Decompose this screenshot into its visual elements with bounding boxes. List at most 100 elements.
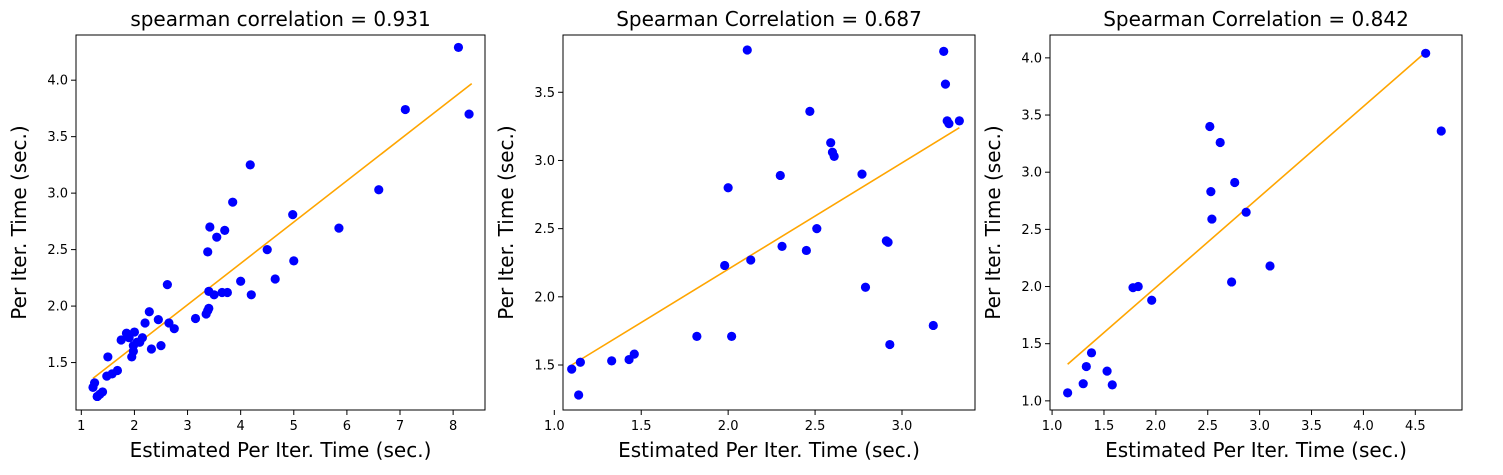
data-point: [567, 364, 577, 374]
data-point: [1133, 281, 1143, 292]
y-tick-label: 3.0: [1021, 166, 1042, 181]
data-point: [203, 247, 213, 257]
data-point: [1102, 366, 1112, 376]
data-point: [222, 287, 232, 298]
data-point: [190, 313, 201, 324]
data-point: [228, 197, 238, 207]
y-tick-label: 1.5: [47, 356, 68, 371]
data-point: [1215, 137, 1225, 148]
x-axis-label: Estimated Per Iter. Time (sec.): [130, 438, 432, 462]
data-point: [944, 119, 954, 129]
data-point: [954, 116, 964, 126]
data-point: [103, 352, 113, 362]
data-point: [128, 346, 138, 356]
y-tick-label: 2.5: [47, 243, 68, 258]
y-tick-label: 2.0: [47, 300, 68, 315]
plot-frame-3: [1049, 34, 1463, 411]
data-point: [1206, 187, 1216, 197]
data-point: [137, 333, 147, 343]
y-tick-label: 3.0: [47, 187, 68, 202]
data-point: [92, 391, 102, 402]
x-tick-label: 1.0: [544, 419, 565, 434]
y-axis-label: Per Iter. Time (sec.): [7, 125, 31, 319]
x-tick-label: 2: [130, 419, 138, 434]
plot-frame-2: [562, 34, 976, 411]
data-point: [374, 185, 384, 195]
y-tick-label: 1.5: [534, 359, 555, 374]
x-tick-label: 2.0: [1146, 419, 1167, 434]
data-point: [692, 331, 702, 341]
data-point: [1230, 177, 1240, 188]
data-point: [288, 209, 298, 220]
y-tick-label: 3.5: [1021, 109, 1042, 124]
data-point: [1241, 207, 1251, 217]
data-point: [112, 365, 123, 376]
data-point: [212, 232, 222, 242]
data-point: [88, 382, 98, 393]
y-axis-label: Per Iter. Time (sec.): [981, 125, 1005, 319]
data-point: [801, 245, 811, 256]
data-point: [236, 276, 246, 286]
data-point: [812, 224, 822, 234]
chart-title: Spearman Correlation = 0.842: [1103, 7, 1409, 31]
x-tick-label: 6: [343, 419, 351, 434]
data-point: [262, 245, 272, 255]
plot-frame-1: [75, 34, 486, 411]
y-tick-label: 2.0: [534, 290, 555, 305]
data-point: [860, 282, 871, 292]
data-point: [116, 335, 126, 345]
x-tick-label: 4.5: [1405, 419, 1426, 434]
y-tick-label: 1.0: [1021, 394, 1042, 409]
data-point: [245, 160, 255, 170]
data-point: [1063, 388, 1073, 398]
data-point: [1205, 121, 1215, 132]
chart-title: spearman correlation = 0.931: [130, 7, 430, 31]
data-point: [857, 169, 867, 179]
data-point: [162, 280, 172, 290]
x-tick-label: 5: [290, 419, 298, 434]
x-axis-label: Estimated Per Iter. Time (sec.): [1105, 438, 1407, 462]
data-point: [727, 331, 737, 341]
data-point: [453, 42, 464, 53]
data-point: [939, 46, 949, 56]
data-point: [129, 327, 140, 337]
data-point: [883, 237, 893, 247]
x-tick-label: 2.5: [1197, 419, 1218, 434]
x-tick-label: 3.0: [1249, 419, 1270, 434]
data-point: [334, 223, 344, 233]
x-tick-label: 7: [396, 419, 404, 434]
data-point: [940, 79, 951, 89]
data-point: [885, 339, 895, 350]
chart-title: Spearman Correlation = 0.687: [616, 7, 922, 31]
x-tick-label: 2.0: [718, 419, 739, 434]
y-tick-label: 3.0: [534, 154, 555, 169]
data-point: [574, 390, 584, 400]
data-point: [205, 222, 215, 232]
x-tick-label: 4: [237, 419, 245, 434]
data-point: [1086, 348, 1097, 358]
y-tick-label: 3.5: [47, 130, 68, 145]
data-point: [607, 356, 617, 366]
x-tick-label: 2.5: [805, 419, 826, 434]
data-point: [1436, 126, 1446, 136]
y-tick-label: 1.5: [1021, 337, 1042, 352]
x-tick-label: 3: [183, 419, 191, 434]
data-point: [1227, 277, 1237, 287]
data-point: [1147, 295, 1157, 305]
data-point: [805, 106, 815, 116]
data-point: [723, 183, 733, 193]
data-point: [826, 138, 836, 148]
x-tick-label: 4.0: [1353, 419, 1374, 434]
data-point: [1081, 361, 1091, 372]
data-point: [144, 307, 154, 317]
data-point: [400, 104, 410, 115]
y-tick-label: 3.5: [534, 86, 555, 101]
data-point: [829, 151, 839, 161]
x-tick-label: 1.5: [1094, 419, 1115, 434]
data-point: [146, 344, 157, 354]
data-point: [629, 349, 639, 359]
data-point: [742, 45, 752, 55]
data-point: [140, 318, 150, 328]
data-point: [289, 256, 299, 266]
data-point: [156, 341, 166, 351]
